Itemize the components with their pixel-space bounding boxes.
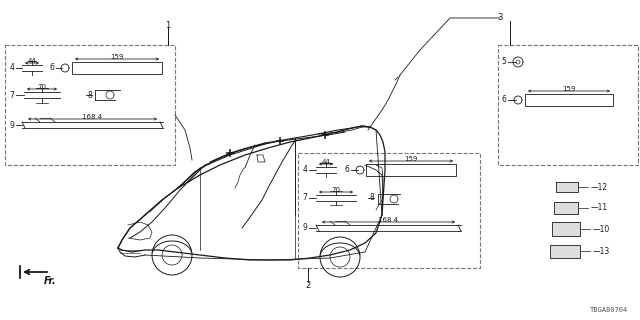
Text: 4: 4 <box>303 165 307 174</box>
Text: 44: 44 <box>28 58 36 64</box>
Text: 5: 5 <box>502 58 506 67</box>
Text: 1: 1 <box>165 20 171 29</box>
Text: —12: —12 <box>591 182 608 191</box>
Text: 44: 44 <box>322 159 330 165</box>
Text: 159: 159 <box>110 54 124 60</box>
Bar <box>498 45 638 165</box>
Bar <box>72 62 162 74</box>
Text: 8: 8 <box>88 91 92 100</box>
Text: TBGA80704: TBGA80704 <box>589 307 628 313</box>
Text: —10: —10 <box>593 225 611 234</box>
Text: 159: 159 <box>404 156 418 162</box>
Bar <box>552 222 580 236</box>
Text: —13: —13 <box>593 246 611 255</box>
Text: 6: 6 <box>502 95 506 105</box>
Bar <box>525 94 613 106</box>
Text: 7: 7 <box>10 91 15 100</box>
Text: 9: 9 <box>303 223 307 233</box>
Text: —11: —11 <box>591 204 608 212</box>
Bar <box>366 164 456 176</box>
Text: 168 4: 168 4 <box>82 114 102 120</box>
Text: 2: 2 <box>305 281 310 290</box>
Bar <box>556 182 578 192</box>
Bar <box>5 45 175 165</box>
Text: 8: 8 <box>370 194 374 203</box>
Text: Fr.: Fr. <box>44 276 56 286</box>
Bar <box>298 153 480 268</box>
Text: 6: 6 <box>49 63 54 73</box>
Text: 159: 159 <box>563 86 576 92</box>
Text: 7: 7 <box>303 194 307 203</box>
Text: 168 4: 168 4 <box>378 217 398 223</box>
Bar <box>554 202 578 214</box>
Text: 4: 4 <box>10 63 15 73</box>
Text: 70: 70 <box>38 84 47 90</box>
Text: 70: 70 <box>332 187 340 193</box>
Text: 3: 3 <box>497 13 502 22</box>
Text: 6: 6 <box>344 165 349 174</box>
Bar <box>550 245 580 258</box>
Text: 9: 9 <box>10 121 15 130</box>
